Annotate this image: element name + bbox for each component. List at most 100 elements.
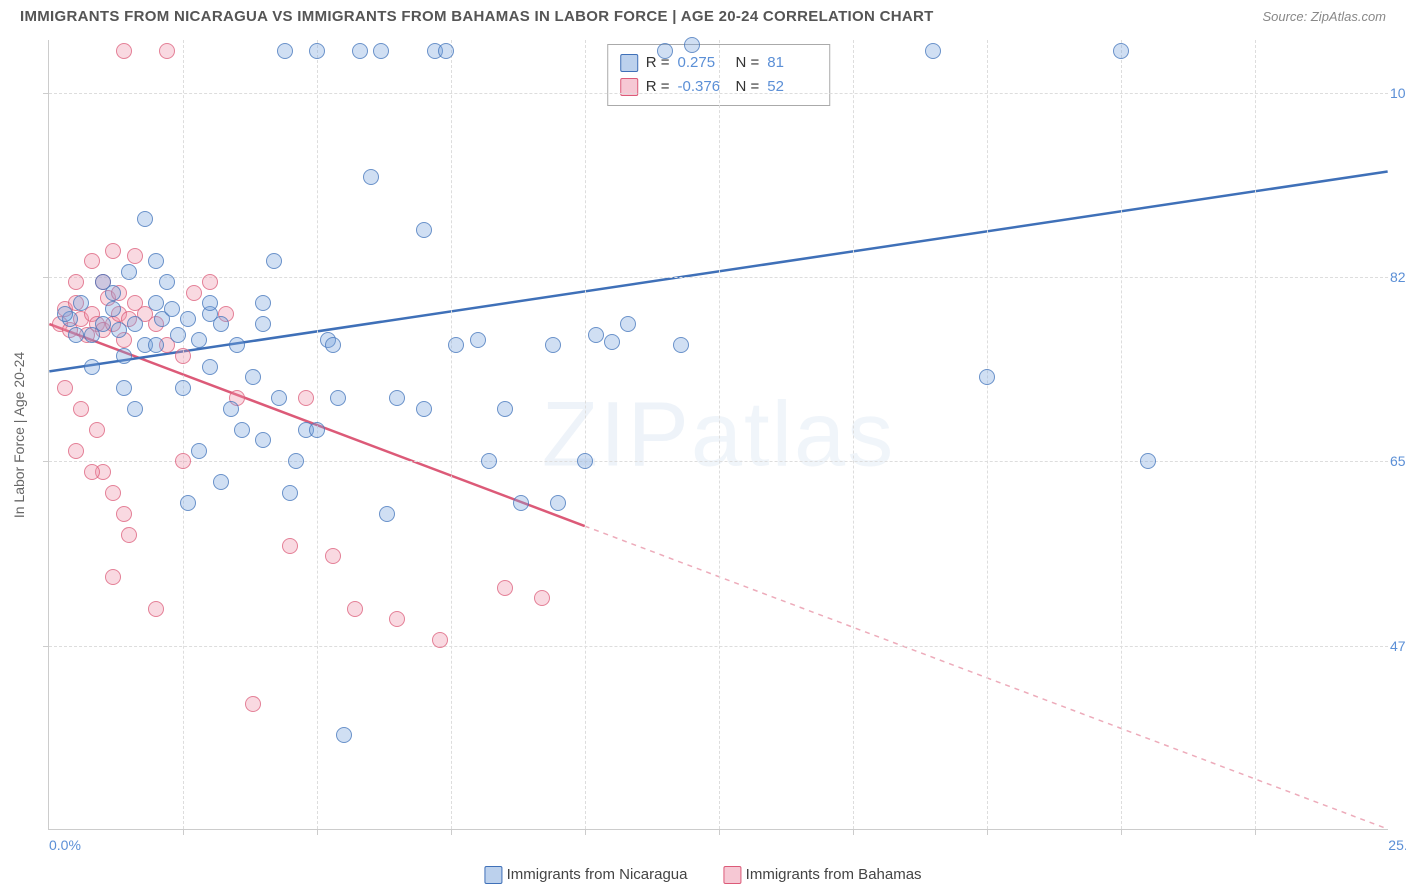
bahamas-point [534,590,550,606]
nicaragua-point [170,327,186,343]
nicaragua-point [255,295,271,311]
bahamas-point [121,527,137,543]
ytick-label: 47.5% [1390,638,1406,654]
nicaragua-point [657,43,673,59]
nicaragua-point [202,359,218,375]
bahamas-point [84,253,100,269]
nicaragua-point [684,37,700,53]
bahamas-point [175,453,191,469]
bahamas-point [432,632,448,648]
bahamas-point [175,348,191,364]
nicaragua-point [116,380,132,396]
nicaragua-point [127,401,143,417]
nicaragua-point [111,322,127,338]
bahamas-point [84,464,100,480]
r-value: -0.376 [678,75,728,99]
xtick-label: 25.0% [1388,837,1406,853]
bahamas-point [298,390,314,406]
nicaragua-swatch [484,866,502,884]
nicaragua-point [389,390,405,406]
ytick-label: 100.0% [1390,85,1406,101]
nicaragua-point [105,285,121,301]
nicaragua-point [105,301,121,317]
n-prefix: N = [736,75,760,99]
gridline-v [1121,40,1122,829]
bahamas-point [202,274,218,290]
gridline-v [451,40,452,829]
bahamas-point [127,248,143,264]
nicaragua-point [73,295,89,311]
gridline-v [585,40,586,829]
nicaragua-point [266,253,282,269]
nicaragua-point [550,495,566,511]
bahamas-point [89,422,105,438]
nicaragua-point [213,316,229,332]
nicaragua-point [470,332,486,348]
nicaragua-point [336,727,352,743]
bahamas-point [282,538,298,554]
chart-title: IMMIGRANTS FROM NICARAGUA VS IMMIGRANTS … [20,8,934,25]
nicaragua-point [255,316,271,332]
nicaragua-point [245,369,261,385]
bahamas-point [347,601,363,617]
nicaragua-point [330,390,346,406]
bahamas-point [148,601,164,617]
bahamas-point [116,43,132,59]
nicaragua-label: Immigrants from Nicaragua [507,866,688,883]
gridline-v [853,40,854,829]
nicaragua-point [588,327,604,343]
nicaragua-point [416,401,432,417]
gridline-v [987,40,988,829]
nicaragua-point [373,43,389,59]
legend-swatch [620,54,638,72]
nicaragua-point [309,43,325,59]
nicaragua-point [438,43,454,59]
bahamas-point [105,569,121,585]
nicaragua-point [288,453,304,469]
nicaragua-point [229,337,245,353]
nicaragua-point [545,337,561,353]
nicaragua-point [57,306,73,322]
nicaragua-point [620,316,636,332]
n-prefix: N = [736,51,760,75]
nicaragua-point [363,169,379,185]
nicaragua-point [277,43,293,59]
r-prefix: R = [646,75,670,99]
nicaragua-point [68,327,84,343]
nicaragua-point [223,401,239,417]
gridline-v [1255,40,1256,829]
nicaragua-point [164,301,180,317]
nicaragua-point [213,474,229,490]
source-label: Source: ZipAtlas.com [1262,9,1386,24]
nicaragua-point [148,253,164,269]
scatter-chart: In Labor Force | Age 20-24 ZIPatlas R =0… [48,40,1388,830]
gridline-v [719,40,720,829]
nicaragua-point [202,295,218,311]
nicaragua-point [1113,43,1129,59]
bahamas-point [159,43,175,59]
nicaragua-point [352,43,368,59]
nicaragua-point [481,453,497,469]
nicaragua-point [234,422,250,438]
ytick-label: 65.0% [1390,453,1406,469]
nicaragua-point [180,311,196,327]
xtick-label: 0.0% [49,837,81,853]
nicaragua-point [379,506,395,522]
bahamas-point [497,580,513,596]
bahamas-point [105,485,121,501]
nicaragua-point [180,495,196,511]
nicaragua-point [497,401,513,417]
nicaragua-point [191,332,207,348]
nicaragua-point [513,495,529,511]
nicaragua-point [127,316,143,332]
nicaragua-point [282,485,298,501]
bahamas-point [325,548,341,564]
nicaragua-point [175,380,191,396]
gridline-v [183,40,184,829]
nicaragua-point [271,390,287,406]
nicaragua-point [604,334,620,350]
nicaragua-point [121,264,137,280]
nicaragua-point [673,337,689,353]
bahamas-point [245,696,261,712]
n-value: 81 [767,51,817,75]
